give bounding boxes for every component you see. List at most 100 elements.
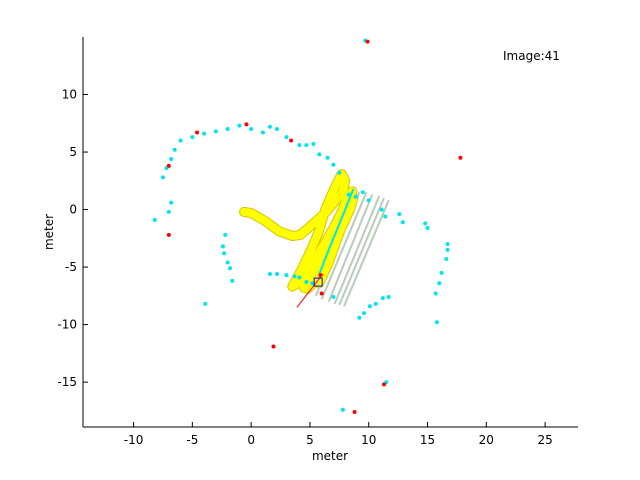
landmark-point [292, 274, 297, 279]
landmark-point [225, 260, 230, 265]
y-tick-label: -10 [57, 318, 77, 332]
landmark-point [439, 270, 444, 275]
x-tick-label: 15 [420, 433, 435, 447]
x-axis-label: meter [312, 449, 348, 463]
feature-point [352, 410, 357, 415]
landmark-point [311, 141, 316, 146]
x-tick-label: 20 [479, 433, 494, 447]
landmark-point [445, 247, 450, 252]
landmark-point [425, 225, 430, 230]
landmark-point [169, 156, 174, 161]
landmark-point [178, 138, 183, 143]
y-ticks: 10 5 0 -5 -10 -15 [57, 88, 88, 389]
landmark-point [400, 220, 405, 225]
feature-point [195, 130, 200, 135]
landmark-point [397, 212, 402, 217]
x-tick-label: 25 [537, 433, 552, 447]
vehicle-history-line [333, 195, 381, 305]
landmark-point [230, 278, 235, 283]
y-tick-label: 0 [69, 203, 77, 217]
landmark-point [362, 311, 367, 316]
landmark-point [213, 129, 218, 134]
feature-point [381, 382, 386, 387]
image-number-annotation: Image:41 [503, 49, 560, 63]
landmark-point [379, 207, 384, 212]
landmark-point [267, 124, 272, 129]
feature-point [365, 39, 370, 44]
landmark-point [331, 295, 336, 299]
x-ticks: -10 -5 0 5 10 15 20 25 [124, 422, 553, 447]
landmark-point [331, 162, 336, 167]
landmark-point [310, 281, 315, 286]
landmark-point [340, 407, 345, 412]
landmark-point [249, 127, 254, 132]
feature-point [458, 155, 463, 160]
vehicle-history-line [338, 197, 385, 306]
landmark-point [434, 320, 439, 325]
landmark-point [304, 280, 309, 285]
landmark-point [297, 275, 302, 280]
feature-point [244, 122, 249, 127]
landmark-point [337, 170, 342, 175]
y-tick-label: 5 [69, 145, 77, 159]
x-tick-label: 0 [247, 433, 255, 447]
landmark-point [380, 296, 385, 301]
landmark-point [423, 221, 428, 226]
point-markers [152, 38, 463, 415]
x-tick-label: -5 [186, 433, 198, 447]
x-tick-label: -10 [124, 433, 144, 447]
x-tick-label: 5 [306, 433, 314, 447]
landmark-point [166, 209, 171, 214]
landmark-point [437, 281, 442, 286]
feature-point [289, 138, 294, 143]
landmark-point [222, 251, 227, 256]
vehicle-box [313, 277, 323, 287]
landmark-point [325, 155, 330, 160]
landmark-point [225, 127, 230, 132]
landmark-point [227, 266, 232, 271]
landmark-point [190, 135, 195, 140]
landmark-point [237, 123, 242, 128]
landmark-point [366, 198, 371, 203]
landmark-point [353, 194, 358, 199]
landmark-point [220, 244, 225, 249]
trajectory-path [240, 169, 358, 293]
landmark-point [223, 232, 228, 237]
estimated-track [318, 188, 355, 275]
feature-point [319, 291, 324, 296]
y-tick-label: 10 [62, 88, 77, 102]
landmark-point [383, 214, 388, 219]
landmark-point [260, 130, 265, 135]
vehicle-heading-line [296, 273, 324, 308]
landmark-point [284, 273, 289, 278]
landmark-point [445, 242, 450, 247]
trajectory-layer [239, 168, 359, 294]
landmark-point [386, 295, 391, 299]
axes [82, 37, 578, 428]
landmark-point [284, 135, 289, 140]
vehicle-history-line [327, 194, 374, 302]
landmark-point [373, 301, 378, 306]
feature-point [166, 163, 171, 168]
y-tick-label: -5 [65, 260, 77, 274]
feature-point [166, 232, 171, 237]
landmark-point [360, 190, 365, 195]
x-tick-label: 10 [361, 433, 376, 447]
vehicle-marker [296, 273, 324, 308]
y-axis-label: meter [42, 214, 56, 250]
vehicle-history-line [343, 199, 390, 307]
landmark-point [357, 315, 362, 320]
landmark-point [346, 192, 351, 197]
landmark-point [444, 257, 449, 262]
landmark-point [172, 147, 177, 152]
landmark-point [304, 143, 309, 148]
landmark-point [317, 152, 322, 157]
landmark-point [433, 291, 438, 296]
landmark-point [297, 143, 302, 148]
vehicle-history-line [320, 191, 368, 300]
y-tick-label: -15 [57, 375, 77, 389]
landmark-point [160, 175, 165, 180]
landmark-point [202, 131, 207, 136]
landmark-point [169, 200, 174, 205]
